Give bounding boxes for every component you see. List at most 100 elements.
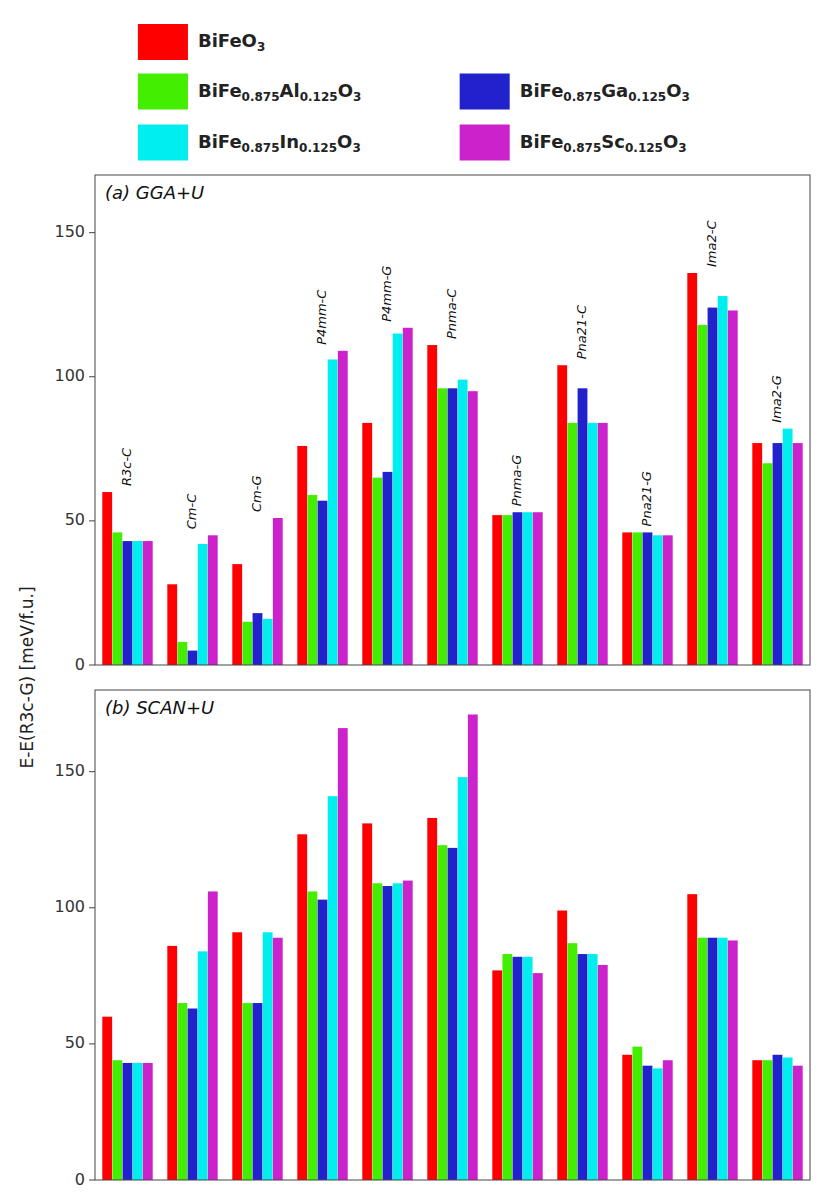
bar	[253, 1003, 263, 1180]
bar	[427, 818, 437, 1180]
bar	[383, 886, 393, 1180]
bar	[588, 954, 598, 1180]
bar	[513, 512, 523, 665]
bar	[273, 518, 283, 665]
legend: BiFeO3BiFe0.875Al0.125O3BiFe0.875Ga0.125…	[138, 24, 690, 161]
bar	[578, 388, 588, 665]
bar	[307, 495, 317, 665]
bar	[458, 777, 468, 1180]
category-label: Cm-C	[184, 493, 199, 529]
bar	[338, 351, 348, 665]
bar	[752, 443, 762, 665]
bar	[752, 1060, 762, 1180]
bar	[403, 328, 413, 665]
bar	[663, 1060, 673, 1180]
category-label: Ima2-C	[704, 220, 719, 267]
figure: BiFeO3BiFe0.875Al0.125O3BiFe0.875Ga0.125…	[0, 0, 825, 1202]
legend-swatch	[460, 125, 510, 161]
bar	[372, 883, 382, 1180]
category-label: Pna21-G	[639, 471, 654, 526]
bar	[663, 535, 673, 665]
y-tick	[89, 376, 95, 377]
bar	[588, 423, 598, 665]
bar	[643, 1066, 653, 1180]
bar	[523, 512, 533, 665]
category-label: R3c-C	[119, 447, 134, 486]
y-tick-label: 0	[75, 1170, 85, 1189]
bar	[653, 1068, 663, 1180]
plot-frame	[95, 690, 810, 1180]
bars	[102, 715, 802, 1181]
y-tick	[89, 232, 95, 233]
bar	[112, 1060, 122, 1180]
bar	[502, 515, 512, 665]
bar	[578, 954, 588, 1180]
bar	[427, 345, 437, 665]
bar	[492, 970, 502, 1180]
y-tick-label: 50	[65, 1033, 85, 1052]
bar	[273, 938, 283, 1180]
bar	[232, 564, 242, 665]
bar	[198, 544, 208, 665]
legend-label: BiFe0.875Ga0.125O3	[520, 80, 690, 104]
bar	[437, 388, 447, 665]
bar	[622, 532, 632, 665]
bar	[697, 325, 707, 665]
bar	[557, 911, 567, 1181]
legend-label: BiFe0.875In0.125O3	[198, 131, 361, 155]
bar	[567, 943, 577, 1180]
bar	[783, 1058, 793, 1181]
bar	[167, 946, 177, 1180]
bar	[372, 478, 382, 665]
bar	[567, 423, 577, 665]
legend-label: BiFe0.875Sc0.125O3	[520, 131, 687, 155]
bar	[653, 535, 663, 665]
bar	[773, 443, 783, 665]
legend-swatch	[138, 125, 188, 161]
legend-swatch	[138, 24, 188, 60]
category-label: Ima2-G	[769, 375, 784, 423]
category-label: P4mm-G	[379, 266, 394, 322]
bar	[598, 423, 608, 665]
bar	[208, 891, 218, 1180]
bar	[242, 1003, 252, 1180]
y-tick-label: 150	[54, 222, 85, 241]
y-tick	[89, 1180, 95, 1181]
plot-frame	[95, 175, 810, 665]
bar	[263, 619, 273, 665]
bar	[297, 446, 307, 665]
panel-title: (a) GGA+U	[105, 182, 204, 203]
bar	[728, 940, 738, 1180]
bar	[167, 584, 177, 665]
bar	[143, 1063, 153, 1180]
bar	[318, 501, 328, 665]
bar	[728, 310, 738, 665]
legend-swatch	[460, 74, 510, 110]
bar	[102, 1017, 112, 1180]
bar	[177, 1003, 187, 1180]
bar	[112, 532, 122, 665]
bar	[773, 1055, 783, 1180]
bar	[338, 728, 348, 1180]
bar	[448, 388, 458, 665]
bar	[403, 881, 413, 1180]
bar	[762, 1060, 772, 1180]
bar	[643, 532, 653, 665]
y-tick	[89, 907, 95, 908]
category-label: Cm-G	[249, 475, 264, 512]
bar	[448, 848, 458, 1180]
bar	[687, 894, 697, 1180]
bar	[598, 965, 608, 1180]
bar	[263, 932, 273, 1180]
bars	[102, 273, 802, 665]
bar	[393, 334, 403, 665]
panel: 050100150(a) GGA+UR3c-CCm-CCm-GP4mm-CP4m…	[54, 175, 810, 674]
bar	[307, 891, 317, 1180]
category-label: Pnma-G	[509, 455, 524, 506]
y-tick	[89, 520, 95, 521]
bar	[458, 380, 468, 665]
bar	[188, 651, 198, 665]
bar	[383, 472, 393, 665]
bar	[632, 532, 642, 665]
bar	[102, 492, 112, 665]
